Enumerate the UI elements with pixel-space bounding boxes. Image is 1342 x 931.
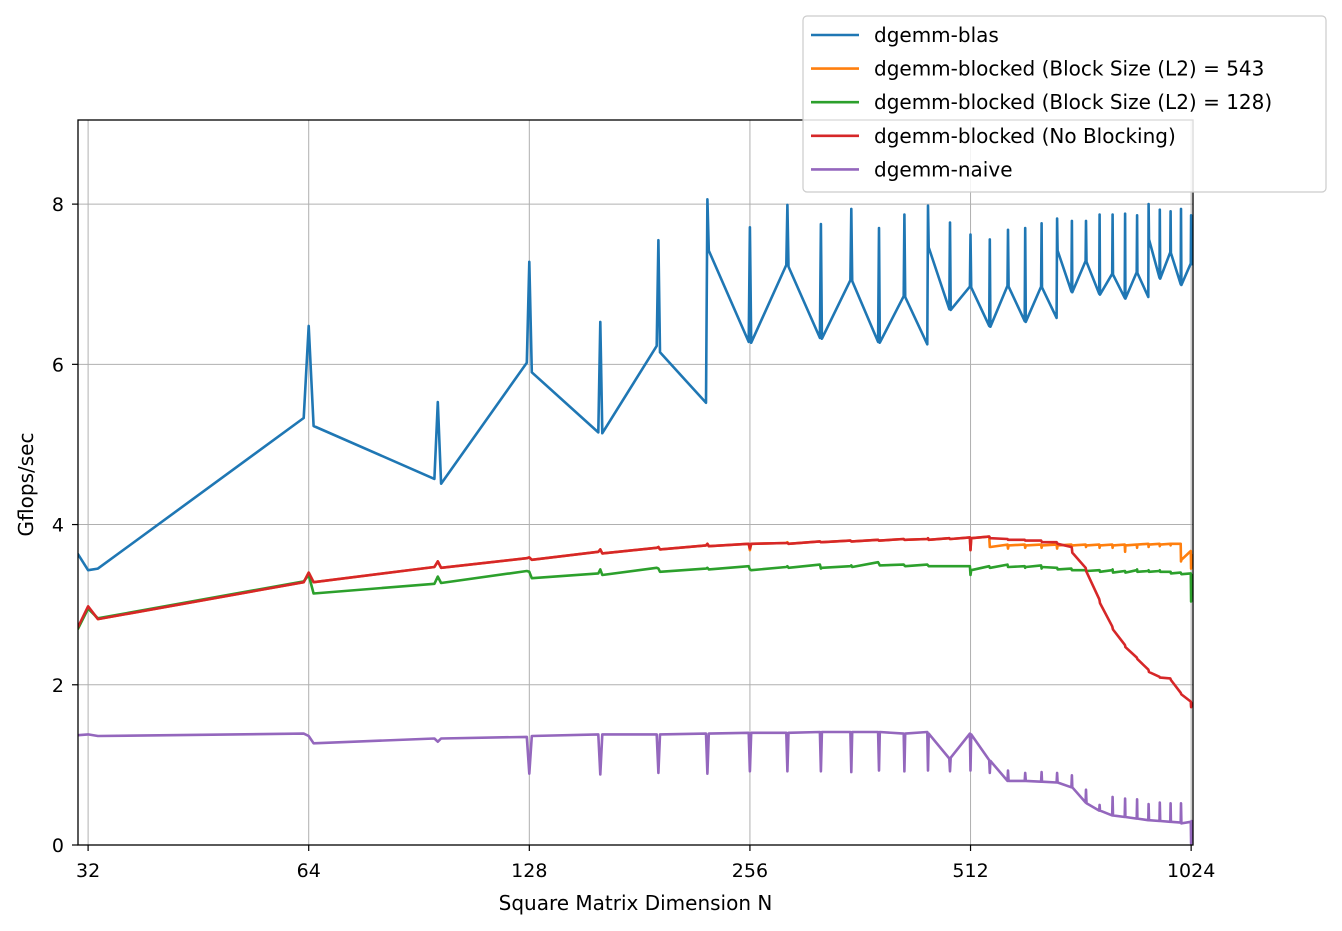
legend: dgemm-blas dgemm-blocked (Block Size (L2)… (802, 15, 1327, 193)
y-tick-label: 8 (52, 194, 64, 216)
x-tick-label: 32 (76, 860, 100, 882)
x-tick-label: 1024 (1167, 860, 1215, 882)
x-axis-label: Square Matrix Dimension N (499, 891, 773, 915)
legend-label: dgemm-blocked (Block Size (L2) = 543 (874, 57, 1264, 81)
x-axis: 32 64 128 256 512 1024 (76, 845, 1215, 882)
series-line-1 (78, 198, 1193, 572)
x-tick-label: 128 (511, 860, 547, 882)
series-line-5 (78, 730, 1193, 845)
y-tick-label: 2 (52, 675, 64, 697)
grid-lines (78, 120, 1193, 845)
legend-label: dgemm-blas (874, 23, 999, 47)
y-axis-label: Gflops/sec (14, 433, 38, 537)
x-tick-label: 64 (297, 860, 321, 882)
plot-frame (77, 119, 1194, 846)
x-tick-label: 256 (732, 860, 768, 882)
legend-label: dgemm-blocked (Block Size (L2) = 128) (874, 90, 1272, 114)
legend-label: dgemm-blocked (No Blocking) (874, 124, 1176, 148)
x-tick-label: 512 (952, 860, 988, 882)
series-line-3 (78, 560, 1193, 631)
y-tick-label: 4 (52, 515, 64, 537)
y-axis: 0 2 4 6 8 (52, 194, 78, 857)
series-line-4 (78, 535, 1193, 709)
y-tick-label: 0 (52, 835, 64, 857)
legend-label: dgemm-naive (874, 157, 1013, 181)
legend-box (802, 15, 1327, 193)
series-lines (78, 198, 1193, 845)
y-tick-label: 6 (52, 354, 64, 376)
